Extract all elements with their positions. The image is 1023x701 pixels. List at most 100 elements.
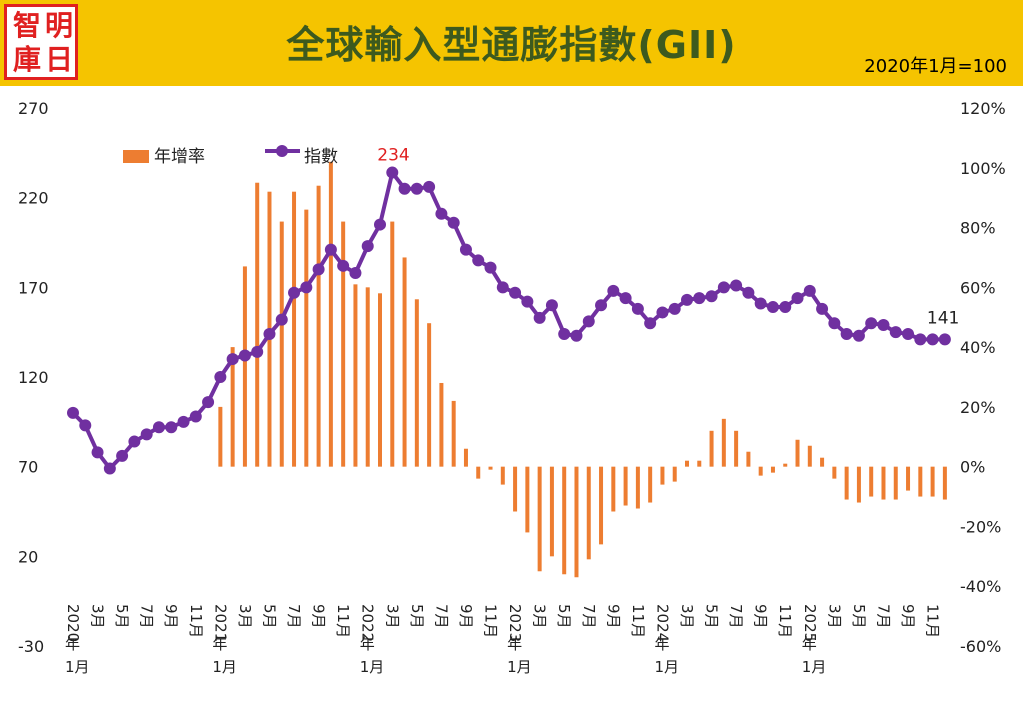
index-point [79,419,92,432]
bar-growth [697,460,702,467]
bar-growth [660,466,665,485]
bar-growth [537,466,542,572]
y-left-tick-label: 270 [18,99,49,118]
index-point [103,462,116,475]
index-point [828,317,841,330]
index-point [275,313,288,326]
index-point [472,254,485,267]
x-tick-label: 1月 [65,658,90,676]
bar-growth [881,466,886,500]
bar-growth [869,466,874,497]
y-left-tick-label: 220 [18,189,49,208]
x-tick-label: 7月 [580,604,598,629]
bar-growth [451,400,456,467]
chart-title: 全球輸入型通膨指數(GII) [286,23,737,67]
bar-growth [918,466,923,497]
index-point [681,293,693,306]
bar-growth [525,466,530,533]
x-tick-label: 7月 [432,604,450,629]
index-point [926,333,939,346]
x-tick-label: 7月 [138,604,156,629]
index-point [816,302,829,315]
y-right-tick-label: -20% [960,517,1001,536]
index-point [865,317,878,330]
index-point [484,261,497,274]
bar-growth [623,466,628,506]
bar-growth [574,466,579,578]
bar-growth [341,221,346,467]
x-tick-label: 11月 [334,604,352,638]
bar-growth [648,466,653,503]
x-tick-label: 11月 [629,604,647,638]
bar-growth [378,293,382,467]
x-tick-label: 2020 [64,604,82,642]
bar-growth [463,448,468,467]
x-tick-label: 年 [360,635,375,653]
bar-growth [586,466,591,560]
index-point [349,266,362,279]
bar-growth [427,323,432,467]
index-point [902,327,915,340]
index-line [71,170,945,471]
index-point [312,263,325,276]
bar-growth [255,182,260,467]
index-point [717,281,730,294]
index-point [324,243,337,256]
index-point [509,286,522,299]
bar-growth [672,466,677,482]
x-tick-label: 11月 [482,604,500,638]
bar-growth [942,466,947,500]
index-point [595,299,608,312]
bar-growth [304,209,309,467]
index-point [668,302,681,315]
y-right-tick-label: -40% [960,577,1001,596]
index-point [189,410,202,423]
last-value-label: 141 [927,308,959,328]
bar-growth [832,466,837,479]
logo-char: 智 [13,9,42,42]
bar-growth [365,287,370,467]
index-point [214,371,227,383]
logo-char: 庫 [13,43,42,76]
x-tick-label: 9月 [752,604,770,629]
bar-growth [230,347,235,467]
bar-growth [721,418,726,467]
index-point [251,345,264,358]
index-point [177,415,190,428]
index-point [803,284,816,297]
index-point [705,290,718,303]
x-tick-label: 5月 [555,604,573,629]
bar-growth [599,466,604,545]
index-point [386,166,399,179]
x-tick-label: 3月 [678,604,696,629]
bar-growth [549,466,554,557]
index-point [533,311,546,324]
index-point [398,182,411,195]
bar-growth [758,466,763,476]
index-point [558,327,571,340]
logo-char: 日 [45,43,74,76]
y-left-tick-label: 20 [18,547,38,566]
bar-growth [279,221,284,467]
x-tick-label: 3月 [236,604,254,629]
bar-growth [807,445,812,467]
bar-growth [906,466,911,491]
y-right-tick-label: 20% [960,398,996,417]
x-tick-label: 5月 [703,604,721,629]
y-left-tick-label: 70 [18,458,38,477]
legend-bar-swatch [123,150,149,163]
bar-growth [746,451,751,467]
y-right-tick-label: 80% [960,219,996,238]
logo: 智 明 庫 日 [4,4,78,80]
bar-growth [476,466,481,479]
y-right-tick-label: 60% [960,278,996,297]
index-point [607,284,620,297]
bar-growth [500,466,505,485]
legend-bar-label: 年增率 [154,147,205,167]
bar-growth [709,430,714,467]
x-tick-label: 2021 [211,604,229,642]
bar-growth [316,185,321,467]
index-point [619,292,632,305]
legend-line-marker [276,145,288,157]
x-tick-label: 3月 [825,604,843,629]
